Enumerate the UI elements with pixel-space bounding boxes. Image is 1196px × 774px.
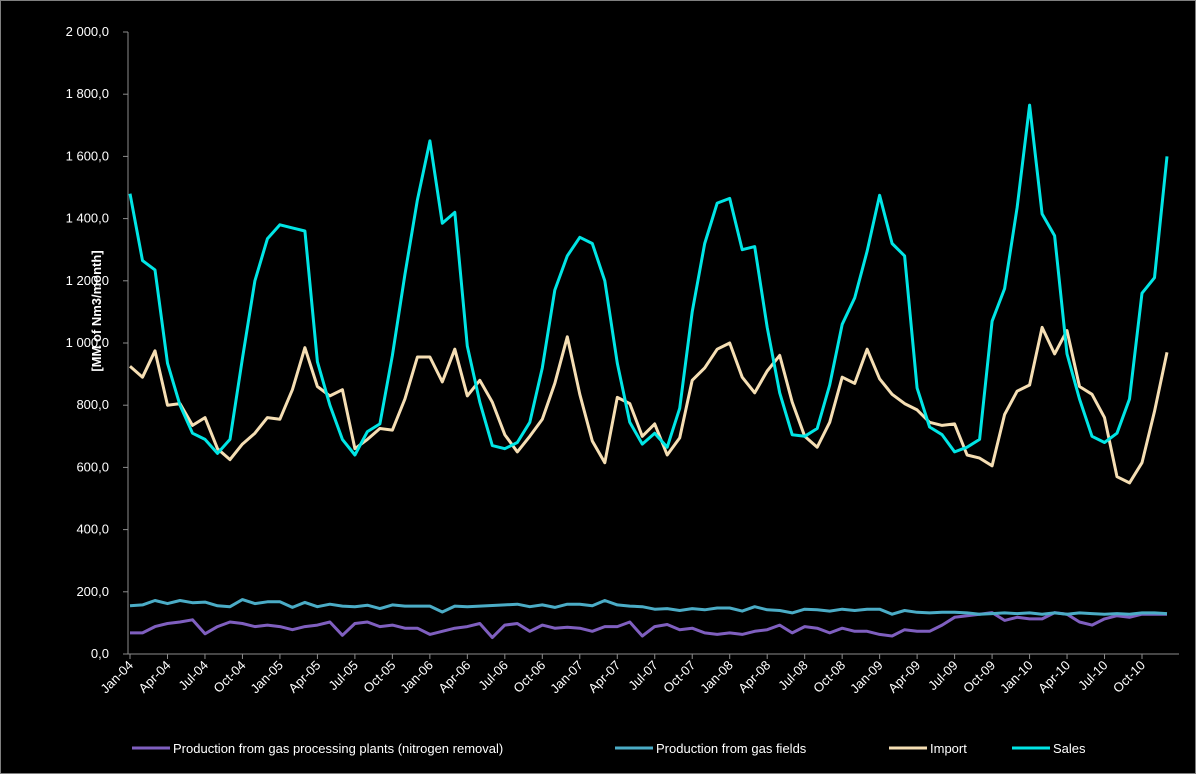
legend-label-1: Production from gas fields	[656, 741, 807, 756]
y-axis-ticks: 0,0 200,0 400,0 600,0 800,0 1 000,0 1 200,0 1 4…	[66, 24, 128, 661]
y-tick-label: 200,0	[76, 584, 109, 599]
x-tick-label: Jan-04	[97, 658, 136, 697]
legend-label-3: Sales	[1053, 741, 1086, 756]
x-tick-label: Jul-06	[475, 658, 511, 694]
legend-label-2: Import	[930, 741, 967, 756]
series-line-2	[129, 325, 1169, 485]
y-tick-label: 600,0	[76, 459, 109, 474]
y-tick-label: 1 600,0	[66, 148, 109, 163]
series-line-3	[128, 103, 1169, 457]
x-tick-label: Jul-07	[625, 658, 661, 694]
x-tick-label: Apr-05	[285, 658, 323, 696]
series-lines	[128, 103, 1169, 639]
x-tick-label: Apr-04	[135, 658, 173, 696]
y-tick-label: 2 000,0	[66, 24, 109, 39]
axes	[127, 32, 1179, 655]
legend-label-0: Production from gas processing plants (n…	[173, 741, 503, 756]
legend: Production from gas processing plants (n…	[132, 741, 1086, 756]
x-tick-label: Oct-05	[360, 658, 398, 696]
x-tick-label: Jan-06	[397, 658, 436, 697]
y-tick-label: 1 800,0	[66, 86, 109, 101]
series-line-0	[130, 611, 1167, 639]
x-tick-label: Apr-09	[885, 658, 923, 696]
x-tick-label: Apr-06	[435, 658, 473, 696]
x-tick-label: Jan-10	[997, 658, 1036, 697]
x-tick-label: Apr-07	[585, 658, 623, 696]
x-tick-label: Jul-09	[925, 658, 961, 694]
series-line-1	[129, 598, 1168, 616]
x-tick-label: Jan-05	[247, 658, 286, 697]
y-tick-label: 1 000,0	[66, 335, 109, 350]
y-axis-label: [MM of Nm3/month]	[89, 250, 104, 371]
y-tick-label: 800,0	[76, 397, 109, 412]
x-tick-label: Apr-10	[1035, 658, 1073, 696]
y-tick-label: 1 400,0	[66, 211, 109, 226]
x-tick-label: Oct-09	[960, 658, 998, 696]
y-tick-label: 1 200,0	[66, 273, 109, 288]
x-tick-label: Oct-06	[510, 658, 548, 696]
x-tick-label: Jan-09	[847, 658, 886, 697]
x-tick-label: Jul-04	[175, 658, 211, 694]
x-tick-label: Jul-05	[325, 658, 361, 694]
x-tick-label: Jan-08	[697, 658, 736, 697]
y-tick-label: 400,0	[76, 522, 109, 537]
x-tick-label: Jul-10	[1075, 658, 1111, 694]
x-tick-label: Apr-08	[735, 658, 773, 696]
x-tick-label: Oct-07	[660, 658, 698, 696]
y-tick-label: 0,0	[91, 646, 109, 661]
x-tick-label: Oct-08	[810, 658, 848, 696]
x-tick-label: Jul-08	[775, 658, 811, 694]
x-tick-label: Jan-07	[547, 658, 586, 697]
x-tick-label: Oct-04	[210, 658, 248, 696]
x-tick-label: Oct-10	[1110, 658, 1148, 696]
